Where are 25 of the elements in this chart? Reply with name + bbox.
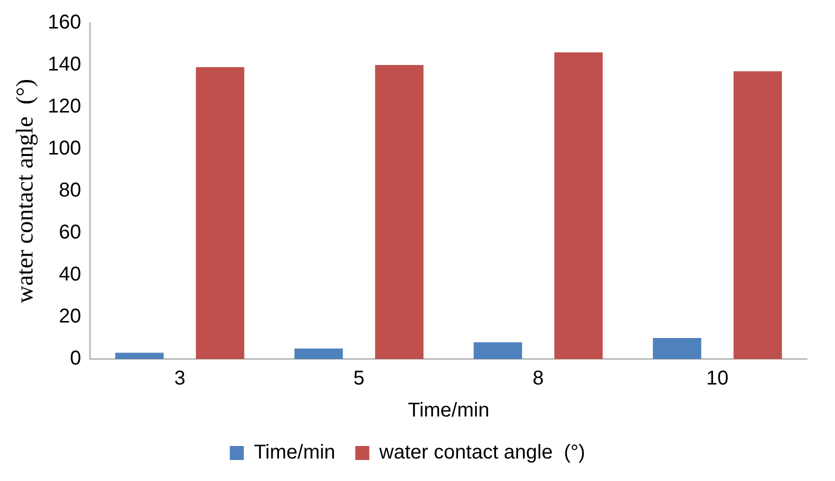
x-tick-label: 3 bbox=[174, 368, 186, 390]
y-tick-label: 60 bbox=[58, 222, 82, 244]
bar bbox=[474, 342, 522, 359]
y-tick-label: 100 bbox=[48, 138, 82, 160]
bar bbox=[652, 338, 702, 359]
legend-label: water contact angle (°) bbox=[378, 442, 586, 464]
y-tick-label: 160 bbox=[48, 12, 82, 34]
bar bbox=[375, 65, 424, 359]
y-axis-title: water contact angle (°) bbox=[12, 78, 39, 304]
x-tick-label: 10 bbox=[706, 368, 729, 390]
x-tick-label: 5 bbox=[353, 368, 365, 390]
bar bbox=[115, 352, 164, 359]
x-axis-title: Time/min bbox=[408, 400, 490, 422]
bar bbox=[196, 67, 244, 359]
y-tick-label: 80 bbox=[58, 180, 82, 202]
y-tick-label: 40 bbox=[58, 264, 82, 286]
legend-label: Time/min bbox=[254, 442, 336, 464]
bar bbox=[554, 52, 603, 359]
y-tick-label: 140 bbox=[48, 54, 82, 76]
bar bbox=[734, 71, 782, 359]
y-tick-label: 0 bbox=[70, 348, 82, 370]
y-tick-label: 20 bbox=[58, 306, 82, 328]
x-tick-label: 8 bbox=[532, 368, 544, 390]
y-tick-label: 120 bbox=[48, 96, 82, 118]
bar bbox=[294, 348, 343, 359]
